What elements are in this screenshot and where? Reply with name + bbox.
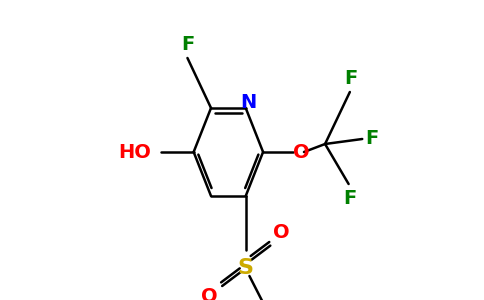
Text: O: O xyxy=(293,142,310,161)
Text: N: N xyxy=(240,92,257,112)
Text: O: O xyxy=(201,286,218,300)
Text: F: F xyxy=(181,34,194,53)
Text: F: F xyxy=(343,188,357,208)
Text: F: F xyxy=(365,130,379,148)
Text: O: O xyxy=(273,223,290,242)
Text: F: F xyxy=(345,68,358,88)
Text: S: S xyxy=(238,258,254,278)
Text: HO: HO xyxy=(119,142,151,161)
